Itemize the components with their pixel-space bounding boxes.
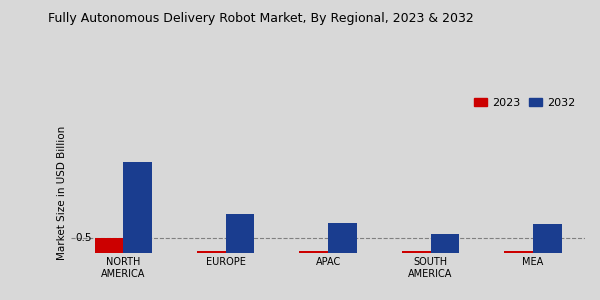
Bar [533,224,562,253]
Bar [95,238,123,253]
Bar [197,250,226,253]
Bar [402,251,431,253]
Legend: 2023, 2032: 2023, 2032 [470,93,580,112]
Bar [504,251,533,253]
Bar [299,251,328,253]
Text: 0.5: 0.5 [75,233,92,243]
Text: Fully Autonomous Delivery Robot Market, By Regional, 2023 & 2032: Fully Autonomous Delivery Robot Market, … [48,12,474,25]
Bar [328,223,357,253]
Bar [123,162,152,253]
Bar [431,234,459,253]
Bar [226,214,254,253]
Y-axis label: Market Size in USD Billion: Market Size in USD Billion [57,126,67,260]
